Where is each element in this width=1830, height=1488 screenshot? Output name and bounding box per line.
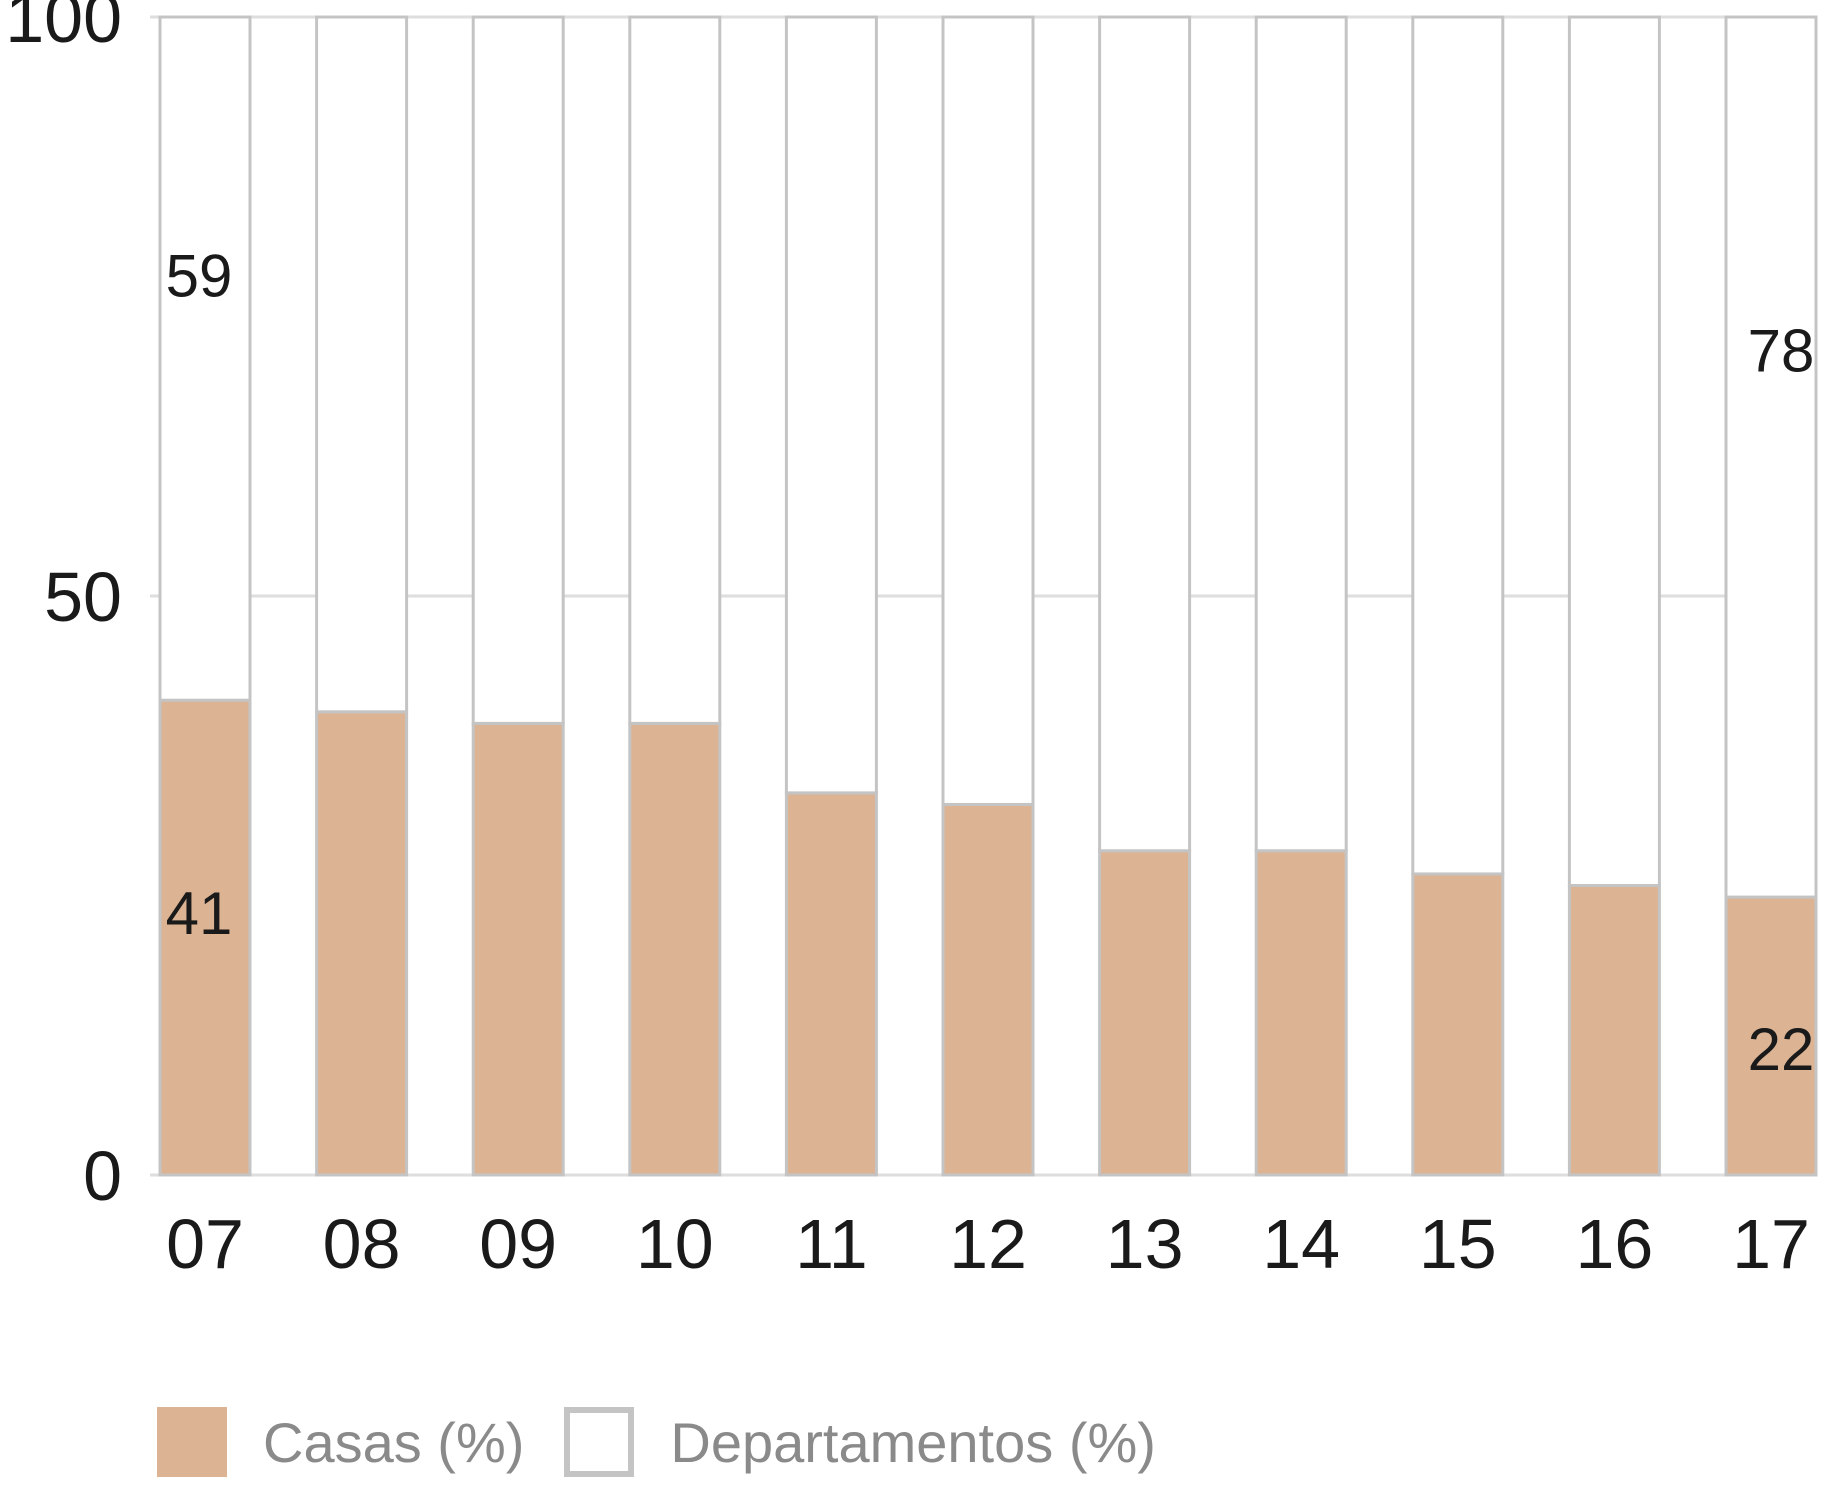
y-axis-ticks: 0 50 100 xyxy=(5,0,122,1215)
x-axis-ticks: 07 08 09 10 11 12 13 14 15 16 17 xyxy=(166,1205,1810,1283)
bar-departamentos-08 xyxy=(315,15,409,714)
x-tick-09: 09 xyxy=(479,1205,557,1283)
y-tick-0: 0 xyxy=(83,1137,122,1215)
x-tick-17: 17 xyxy=(1732,1205,1810,1283)
x-tick-07: 07 xyxy=(166,1205,244,1283)
data-label-casas-17: 22 xyxy=(1748,1016,1815,1083)
x-tick-12: 12 xyxy=(949,1205,1027,1283)
bar-departamentos-10 xyxy=(628,15,722,725)
y-tick-100: 100 xyxy=(5,0,122,57)
bars xyxy=(158,15,1818,1177)
bar-departamentos-17 xyxy=(1724,15,1818,899)
bar-casas-10 xyxy=(628,721,722,1177)
bar-departamentos-11 xyxy=(784,15,878,795)
bar-casas-16 xyxy=(1567,884,1661,1177)
x-tick-16: 16 xyxy=(1575,1205,1653,1283)
data-labels: 59 41 78 22 xyxy=(166,243,1815,1083)
bar-casas-15 xyxy=(1411,872,1505,1177)
y-tick-50: 50 xyxy=(44,558,122,636)
bar-casas-11 xyxy=(784,791,878,1177)
bar-casas-12 xyxy=(941,802,1035,1177)
bar-casas-09 xyxy=(471,721,565,1177)
bar-departamentos-16 xyxy=(1567,15,1661,887)
data-label-casas-07: 41 xyxy=(166,880,233,947)
data-label-departamentos-07: 59 xyxy=(166,243,233,310)
bar-casas-07 xyxy=(158,698,252,1177)
bar-departamentos-07 xyxy=(158,15,252,702)
bar-departamentos-14 xyxy=(1254,15,1348,853)
bar-casas-14 xyxy=(1254,849,1348,1177)
legend-label-casas: Casas (%) xyxy=(263,1410,525,1474)
data-label-departamentos-17: 78 xyxy=(1748,317,1815,384)
x-tick-14: 14 xyxy=(1262,1205,1340,1283)
bar-departamentos-15 xyxy=(1411,15,1505,876)
x-tick-10: 10 xyxy=(636,1205,714,1283)
legend-item-departamentos: Departamentos (%) xyxy=(564,1407,1156,1477)
bar-casas-08 xyxy=(315,710,409,1177)
legend-label-departamentos: Departamentos (%) xyxy=(670,1410,1156,1474)
legend-item-casas: Casas (%) xyxy=(157,1407,524,1477)
bar-departamentos-09 xyxy=(471,15,565,725)
x-tick-08: 08 xyxy=(323,1205,401,1283)
legend-swatch-departamentos xyxy=(564,1407,635,1477)
bar-casas-13 xyxy=(1098,849,1192,1177)
x-tick-13: 13 xyxy=(1106,1205,1184,1283)
legend-swatch-casas xyxy=(157,1407,227,1477)
bar-departamentos-12 xyxy=(941,15,1035,806)
bar-departamentos-13 xyxy=(1098,15,1192,853)
x-tick-15: 15 xyxy=(1419,1205,1497,1283)
legend: Casas (%) Departamentos (%) xyxy=(157,1405,1196,1479)
x-tick-11: 11 xyxy=(795,1205,868,1283)
